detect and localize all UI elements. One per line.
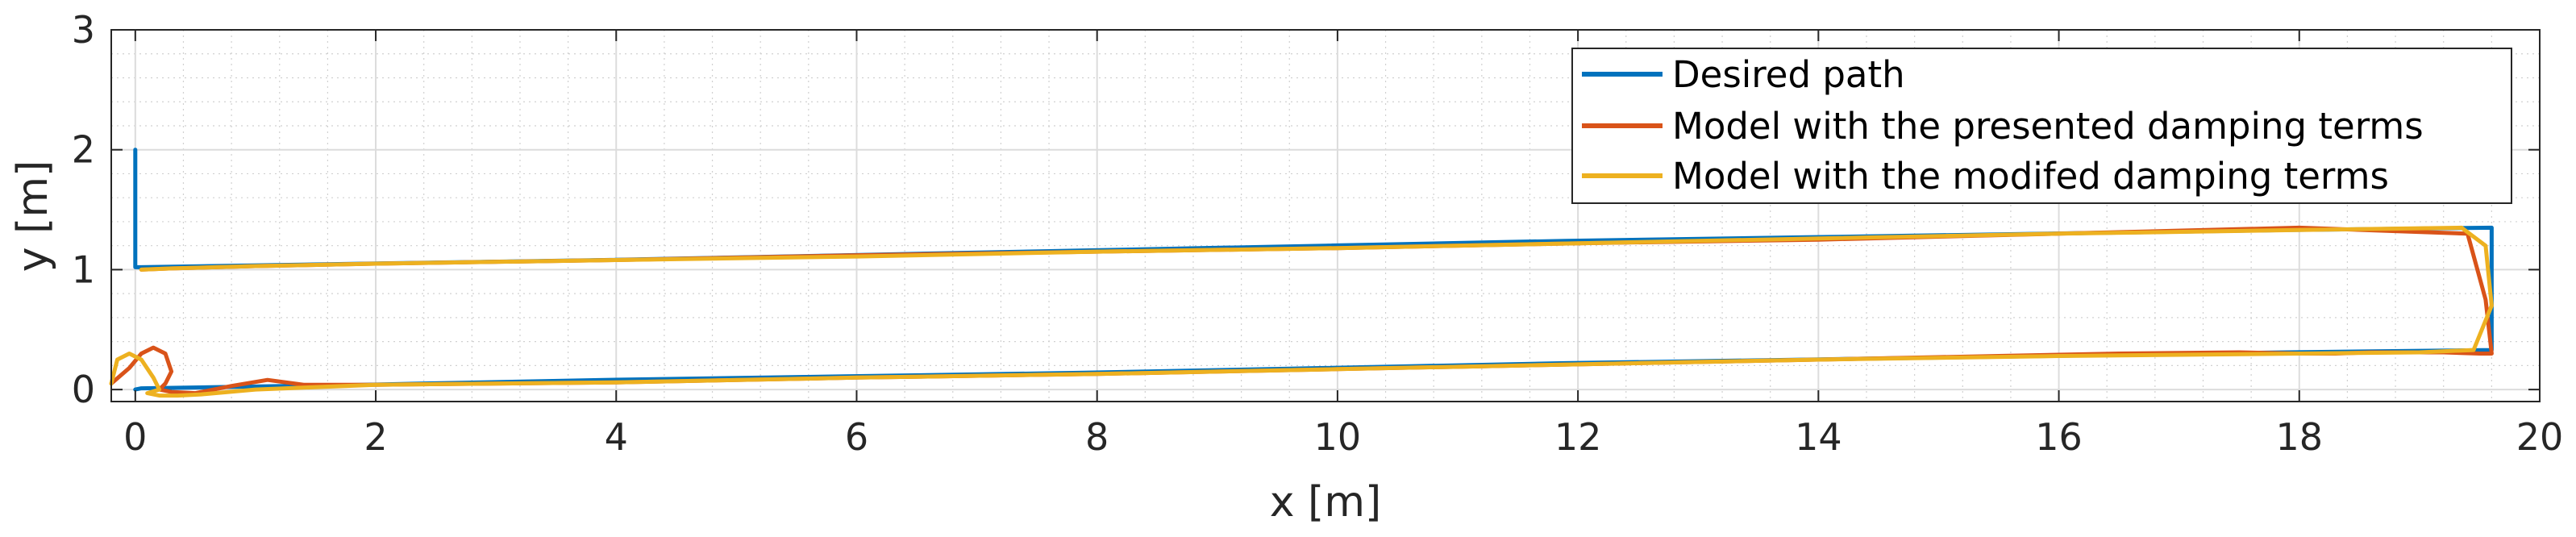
x-tick-label: 4 (605, 415, 628, 459)
x-tick-label: 12 (1554, 415, 1602, 459)
x-tick-label: 18 (2276, 415, 2324, 459)
legend-label-presented-damping: Model with the presented damping terms (1672, 105, 2424, 148)
x-tick-label: 2 (364, 415, 387, 459)
y-tick-label: 2 (72, 128, 95, 172)
x-axis-label: x [m] (1270, 478, 1382, 527)
x-tick-label: 0 (123, 415, 147, 459)
series-layer (109, 148, 2494, 398)
y-axis-label: y [m] (9, 160, 57, 273)
x-tick-label: 6 (845, 415, 868, 459)
axes-box (110, 29, 2541, 402)
legend: Desired path Model with the presented da… (1571, 48, 2512, 204)
legend-label-desired-path: Desired path (1672, 53, 1905, 96)
y-tick-label: 0 (72, 368, 95, 411)
x-tick-label: 16 (2035, 415, 2083, 459)
modified-damping-line (109, 225, 2494, 398)
y-axis-ticks: 0 1 2 3 (72, 8, 2540, 411)
minor-grid (111, 30, 2540, 402)
legend-box (1571, 48, 2512, 204)
y-tick-label: 3 (72, 8, 95, 52)
y-tick-label: 1 (72, 248, 95, 291)
x-tick-label: 20 (2516, 415, 2564, 459)
legend-label-modified-damping: Model with the modifed damping terms (1672, 155, 2389, 198)
x-tick-label: 14 (1795, 415, 1842, 459)
x-tick-label: 10 (1314, 415, 1362, 459)
x-axis-ticks: 0 2 4 6 8 10 12 14 16 18 20 (123, 30, 2563, 459)
x-tick-label: 8 (1085, 415, 1109, 459)
